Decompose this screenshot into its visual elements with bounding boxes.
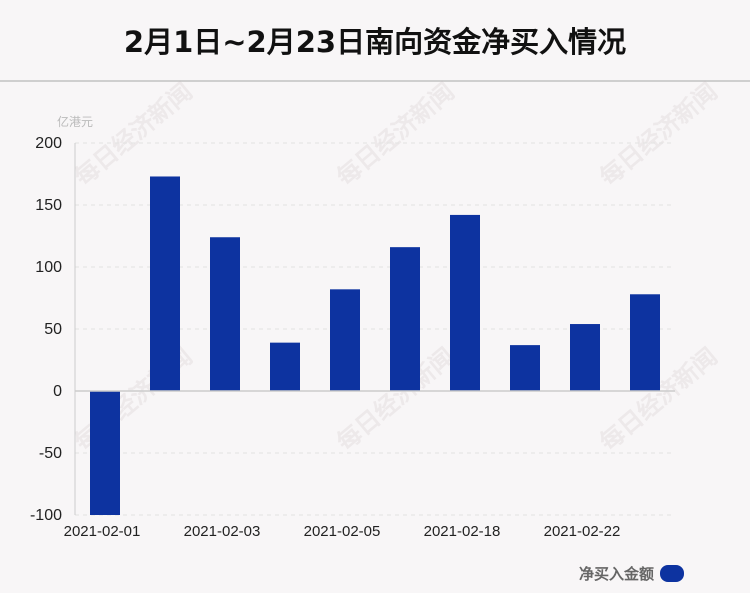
legend: 净买入金额 — [579, 563, 684, 584]
bar — [630, 294, 660, 391]
bar — [330, 289, 360, 391]
x-tick-labels: 2021-02-01 2021-02-03 2021-02-05 2021-02-18… — [64, 523, 621, 540]
y-tick-label: -50 — [39, 445, 62, 462]
y-tick-label: 200 — [35, 135, 62, 152]
y-tick-label: 150 — [35, 197, 62, 214]
x-tick-label: 2021-02-18 — [424, 523, 501, 540]
x-tick-label: 2021-02-05 — [304, 523, 381, 540]
y-tick-label: -100 — [30, 507, 62, 524]
bar — [150, 176, 180, 391]
y-tick-labels: 200 150 100 50 0 -50 -100 — [30, 135, 62, 524]
y-tick-label: 50 — [44, 321, 62, 338]
bar — [390, 247, 420, 391]
x-tick-label: 2021-02-01 — [64, 523, 141, 540]
x-tick-label: 2021-02-03 — [184, 523, 261, 540]
bar — [210, 237, 240, 391]
bar — [450, 214, 480, 391]
bars — [90, 176, 660, 515]
chart-title: 2月1日~2月23日南向资金净买入情况 — [0, 0, 750, 82]
bar — [510, 345, 540, 391]
bar — [270, 342, 300, 391]
y-tick-label: 100 — [35, 259, 62, 276]
x-tick-label: 2021-02-22 — [544, 523, 621, 540]
y-tick-label: 0 — [53, 383, 62, 400]
legend-label: 净买入金额 — [578, 565, 654, 583]
bar — [570, 324, 600, 391]
bar — [90, 391, 120, 515]
legend-swatch — [660, 565, 684, 582]
y-axis-unit-label: 亿港元 — [57, 115, 94, 129]
